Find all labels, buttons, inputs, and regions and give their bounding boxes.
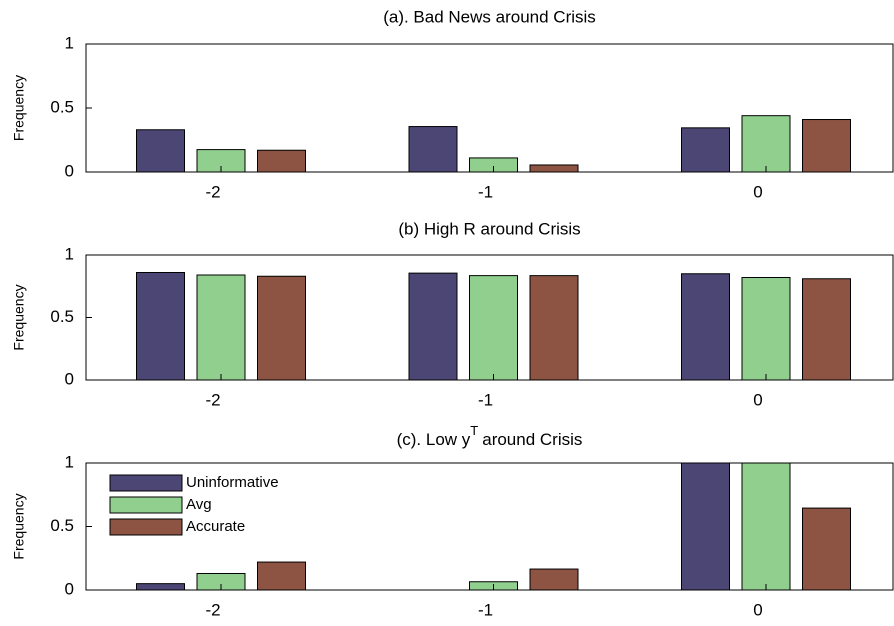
bar xyxy=(681,273,730,381)
y-tick-label: 0.5 xyxy=(50,516,74,535)
x-tick-label: -1 xyxy=(478,390,493,409)
bar xyxy=(741,462,791,591)
y-tick-label: 1 xyxy=(65,33,74,52)
bar xyxy=(257,561,306,591)
bar xyxy=(529,164,579,173)
title-part: (c). Low y xyxy=(397,430,471,449)
bar xyxy=(529,275,579,381)
legend-swatch xyxy=(109,496,183,514)
x-tick-label: -2 xyxy=(205,390,220,409)
chart-title: (b) High R around Crisis xyxy=(398,219,580,238)
y-tick-label: 0 xyxy=(65,161,74,180)
y-tick-label: 0.5 xyxy=(50,307,74,326)
y-tick-label: 0 xyxy=(65,579,74,598)
legend-label: Avg xyxy=(186,496,212,513)
title-superscript: T xyxy=(470,423,478,438)
y-axis-label: Frequency xyxy=(11,493,27,559)
bar xyxy=(257,149,306,173)
x-tick-label: -2 xyxy=(205,182,220,201)
bar xyxy=(802,278,851,381)
chart-title: (a). Bad News around Crisis xyxy=(383,7,596,26)
bar xyxy=(136,272,185,381)
y-tick-label: 0.5 xyxy=(50,97,74,116)
x-tick-label: -1 xyxy=(478,600,493,619)
bar xyxy=(136,583,185,591)
title-part: around Crisis xyxy=(482,430,582,449)
y-axis-label: Frequency xyxy=(11,284,27,350)
chart-title: (c). Low yT around Crisis xyxy=(397,423,583,449)
x-tick-label: -1 xyxy=(478,182,493,201)
y-tick-label: 1 xyxy=(65,452,74,471)
x-tick-label: 0 xyxy=(753,182,762,201)
bar xyxy=(257,275,306,381)
bar xyxy=(408,272,458,381)
legend-label: Uninformative xyxy=(186,474,279,491)
x-tick-label: 0 xyxy=(753,390,762,409)
bar xyxy=(741,277,791,381)
y-axis-label: Frequency xyxy=(11,75,27,141)
x-tick-label: 0 xyxy=(753,600,762,619)
legend-swatch xyxy=(109,518,183,536)
bar xyxy=(196,274,246,381)
x-tick-label: -2 xyxy=(205,600,220,619)
bar xyxy=(802,507,851,591)
legend-label: Accurate xyxy=(186,518,245,535)
y-tick-label: 1 xyxy=(65,244,74,263)
legend-swatch xyxy=(109,474,183,492)
bar xyxy=(529,568,579,591)
bar xyxy=(741,115,791,173)
bar xyxy=(136,129,185,173)
bar xyxy=(408,126,458,173)
bar xyxy=(469,275,518,381)
y-tick-label: 0 xyxy=(65,369,74,388)
bar xyxy=(681,127,730,173)
bar xyxy=(802,119,851,173)
bar xyxy=(681,462,730,591)
